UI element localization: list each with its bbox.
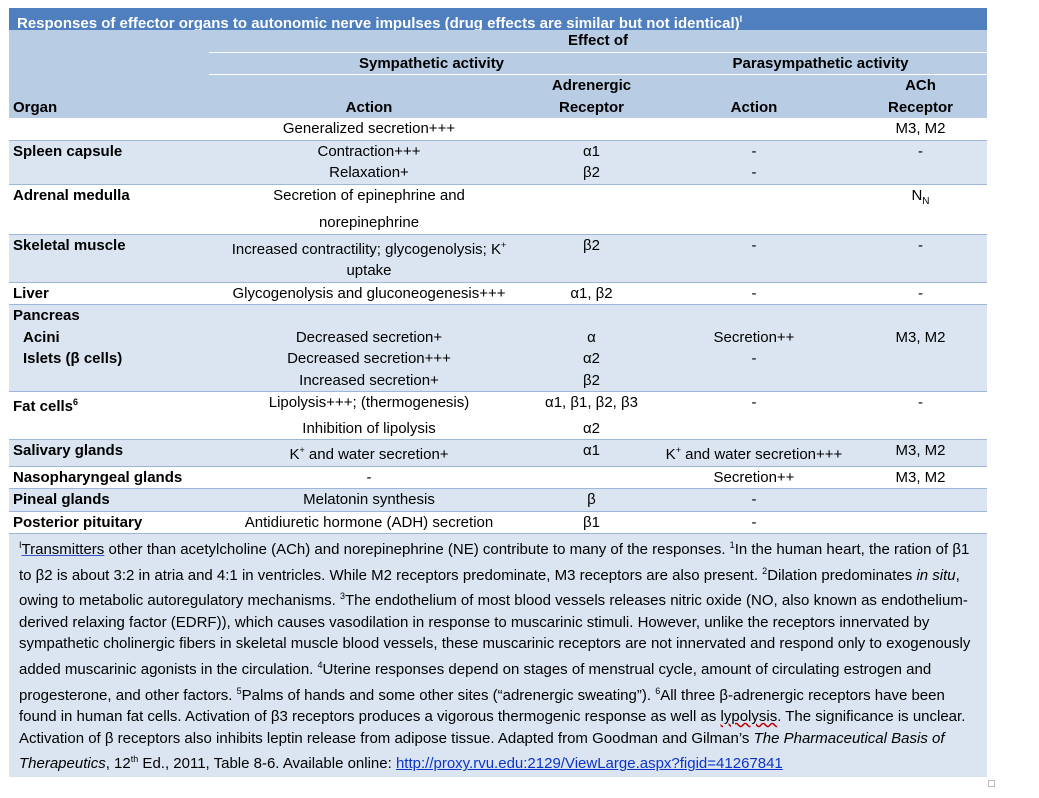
table-row: Adrenal medulla Secretion of epinephrine… xyxy=(9,183,987,212)
effect-of-header: Effect of xyxy=(209,30,987,53)
organ-header: Organ xyxy=(13,98,58,116)
table-row: Inhibition of lipolysis α2 xyxy=(9,417,987,440)
ach-header-line1: ACh xyxy=(905,77,936,94)
table-row: Relaxation+ β2 - xyxy=(9,162,987,184)
header-row-activity: Sympathetic activity Parasympathetic act… xyxy=(9,52,987,75)
table-row: Posterior pituitary Antidiuretic hormone… xyxy=(9,510,987,533)
table-title: Responses of effector organs to autonomi… xyxy=(9,8,987,30)
parasympathetic-header: Parasympathetic activity xyxy=(654,52,987,75)
resize-handle xyxy=(988,780,995,787)
footnotes: ITransmitters other than acetylcholine (… xyxy=(9,533,987,777)
ach-header-line2: Receptor xyxy=(887,98,954,116)
table-row: Nasopharyngeal glands - Secretion++ M3, … xyxy=(9,465,987,489)
table-row: Pancreas xyxy=(9,304,987,327)
table-row: Salivary glands K+ and water secretion+ … xyxy=(9,439,987,466)
effector-table: Effect of Sympathetic activity Parasympa… xyxy=(9,30,987,533)
source-link[interactable]: http://proxy.rvu.edu:2129/ViewLarge.aspx… xyxy=(395,755,783,773)
table-row: Islets (β cells) Decreased secretion+++ … xyxy=(9,348,987,370)
title-text: Responses of effector organs to autonomi… xyxy=(17,15,740,30)
table-row: Liver Glycogenolysis and gluconeogenesis… xyxy=(9,281,987,305)
parasympathetic-action-header: Action xyxy=(730,98,778,116)
adrenergic-header-line1: Adrenergic xyxy=(551,77,632,94)
header-row-effect-of: Effect of xyxy=(9,30,987,53)
table-row: Increased secretion+ β2 xyxy=(9,369,987,392)
table-row: Spleen capsule Contraction+++ α1 - - xyxy=(9,139,987,162)
table-container: Responses of effector organs to autonomi… xyxy=(9,8,987,777)
table-row: Acini Decreased secretion+ α Secretion++… xyxy=(9,326,987,348)
table-row: Skeletal muscle Increased contractility;… xyxy=(9,233,987,260)
table-row: Fat cells6 Lipolysis+++; (thermogenesis)… xyxy=(9,391,987,418)
adrenergic-header-line2: Receptor xyxy=(558,98,625,116)
title-footnote-mark: I xyxy=(739,14,743,24)
header-row-columns-1: Adrenergic ACh xyxy=(9,74,987,97)
table-row: Generalized secretion+++ M3, M2 xyxy=(9,118,987,140)
table-row: uptake xyxy=(9,260,987,282)
header-row-columns-2: Organ Action Receptor Action Receptor xyxy=(9,96,987,118)
table-row: norepinephrine xyxy=(9,212,987,234)
sympathetic-header: Sympathetic activity xyxy=(209,52,654,75)
sympathetic-action-header: Action xyxy=(345,98,393,116)
table-row: Pineal glands Melatonin synthesis β - xyxy=(9,488,987,511)
